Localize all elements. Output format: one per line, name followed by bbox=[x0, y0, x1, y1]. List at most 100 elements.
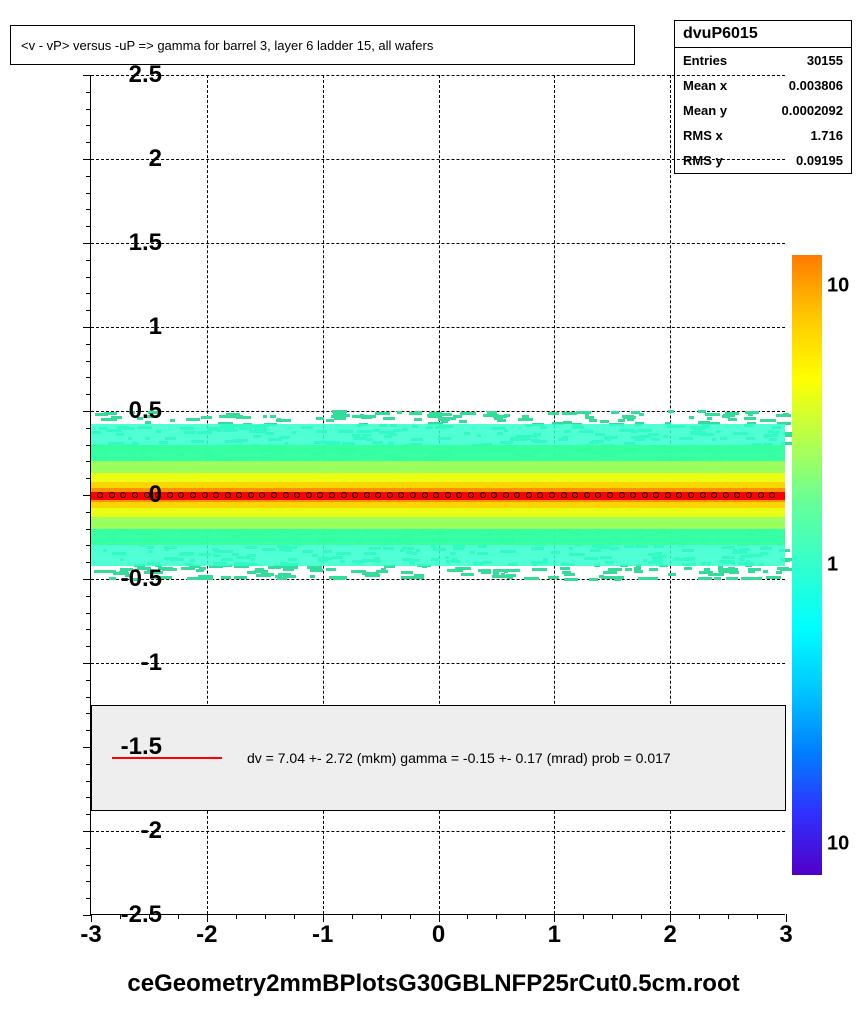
ytick-minor bbox=[86, 293, 91, 294]
xtick-minor bbox=[410, 914, 411, 919]
heatmap-speckle bbox=[263, 415, 268, 418]
heatmap-speckle bbox=[331, 415, 336, 418]
heatmap-speckle bbox=[522, 415, 529, 418]
heatmap-speckle bbox=[270, 415, 275, 418]
heatmap-speckle bbox=[460, 412, 476, 415]
colorbar: 10110 bbox=[792, 255, 822, 875]
heatmap-speckle bbox=[668, 573, 677, 576]
ytick-minor bbox=[86, 310, 91, 311]
plot-title: <v - vP> versus -uP => gamma for barrel … bbox=[21, 38, 433, 53]
ytick bbox=[83, 495, 91, 496]
heatmap-speckle bbox=[563, 421, 572, 424]
ytick-minor bbox=[86, 898, 91, 899]
heatmap-speckle bbox=[228, 415, 243, 418]
ytick-minor bbox=[86, 92, 91, 93]
ytick-minor bbox=[86, 260, 91, 261]
heatmap-speckle bbox=[668, 410, 674, 413]
xtick-minor bbox=[728, 914, 729, 919]
ytick bbox=[83, 75, 91, 76]
profile-marker bbox=[561, 492, 567, 498]
heatmap-speckle bbox=[763, 570, 768, 573]
heatmap-speckle bbox=[748, 413, 752, 416]
heatmap-speckle bbox=[351, 570, 366, 573]
heatmap-speckle bbox=[698, 410, 707, 413]
heatmap-speckle bbox=[562, 412, 577, 415]
heatmap-speckle bbox=[599, 575, 604, 578]
fit-text: dv = 7.04 +- 2.72 (mkm) gamma = -0.15 +-… bbox=[247, 750, 671, 766]
profile-marker bbox=[422, 492, 428, 498]
profile-marker bbox=[468, 492, 474, 498]
xtick-minor bbox=[352, 914, 353, 919]
heatmap-speckle bbox=[375, 412, 390, 415]
profile-marker bbox=[665, 492, 671, 498]
heatmap-speckle bbox=[334, 417, 346, 420]
yaxis-label: -2.5 bbox=[121, 901, 162, 929]
profile-marker bbox=[341, 492, 347, 498]
heatmap-speckle bbox=[441, 420, 448, 423]
ytick-minor bbox=[86, 613, 91, 614]
profile-marker bbox=[109, 492, 115, 498]
heatmap-speckle bbox=[388, 417, 395, 420]
yaxis-label: 0.5 bbox=[129, 397, 162, 425]
heatmap-speckle bbox=[611, 411, 620, 414]
heatmap-speckle bbox=[326, 419, 334, 422]
heatmap-speckle bbox=[714, 577, 721, 580]
ytick-minor bbox=[86, 629, 91, 630]
heatmap-speckle bbox=[310, 575, 315, 578]
heatmap-speckle bbox=[275, 565, 291, 568]
ytick-minor bbox=[86, 596, 91, 597]
heatmap-speckle bbox=[698, 577, 712, 580]
xtick-minor bbox=[641, 914, 642, 919]
heatmap-speckle bbox=[316, 417, 324, 420]
heatmap-speckle bbox=[109, 577, 115, 580]
stats-value: 30155 bbox=[807, 53, 843, 68]
profile-marker bbox=[746, 492, 752, 498]
yaxis-label: -1 bbox=[141, 649, 162, 677]
stats-title: dvuP6015 bbox=[675, 21, 851, 48]
heatmap-speckle bbox=[94, 570, 105, 573]
profile-marker bbox=[248, 492, 254, 498]
profile-marker bbox=[329, 492, 335, 498]
xtick-minor bbox=[496, 914, 497, 919]
yaxis-label: 1 bbox=[149, 313, 162, 341]
heatmap-speckle bbox=[783, 413, 789, 416]
heatmap-speckle bbox=[504, 414, 510, 417]
xtick-minor bbox=[265, 914, 266, 919]
yaxis-label: -2 bbox=[141, 817, 162, 845]
xtick-minor bbox=[612, 914, 613, 919]
ytick bbox=[83, 411, 91, 412]
ytick-minor bbox=[86, 881, 91, 882]
xaxis-label: -1 bbox=[312, 921, 333, 949]
heatmap-speckle bbox=[625, 568, 632, 571]
plot-area: -3-2-10123dv = 7.04 +- 2.72 (mkm) gamma … bbox=[90, 75, 785, 915]
profile-marker bbox=[202, 492, 208, 498]
ytick bbox=[83, 579, 91, 580]
heatmap-speckle bbox=[705, 413, 720, 416]
heatmap-speckle bbox=[401, 571, 413, 574]
heatmap-speckle bbox=[466, 573, 474, 576]
heatmap-speckle bbox=[187, 577, 198, 580]
stats-value: 0.003806 bbox=[789, 78, 843, 93]
heatmap-speckle bbox=[689, 416, 695, 419]
heatmap-speckle bbox=[608, 568, 622, 571]
heatmap-speckle bbox=[644, 577, 658, 580]
ytick-minor bbox=[86, 125, 91, 126]
heatmap-speckle bbox=[201, 416, 212, 419]
ytick-minor bbox=[86, 209, 91, 210]
heatmap-speckle bbox=[256, 574, 271, 577]
heatmap-speckle bbox=[726, 577, 738, 580]
xaxis-label: 1 bbox=[548, 921, 561, 949]
ytick-minor bbox=[86, 848, 91, 849]
heatmap-speckle bbox=[748, 568, 761, 571]
heatmap-speckle bbox=[414, 418, 422, 421]
stats-value: 0.09195 bbox=[796, 153, 843, 168]
heatmap-speckle bbox=[278, 573, 291, 576]
heatmap-speckle bbox=[776, 571, 782, 574]
heatmap-speckle bbox=[766, 576, 781, 579]
ytick bbox=[83, 747, 91, 748]
xtick-minor bbox=[699, 914, 700, 919]
heatmap-speckle bbox=[524, 577, 539, 580]
yaxis-label: 2.5 bbox=[129, 61, 162, 89]
ytick bbox=[83, 915, 91, 916]
xtick-minor bbox=[294, 914, 295, 919]
